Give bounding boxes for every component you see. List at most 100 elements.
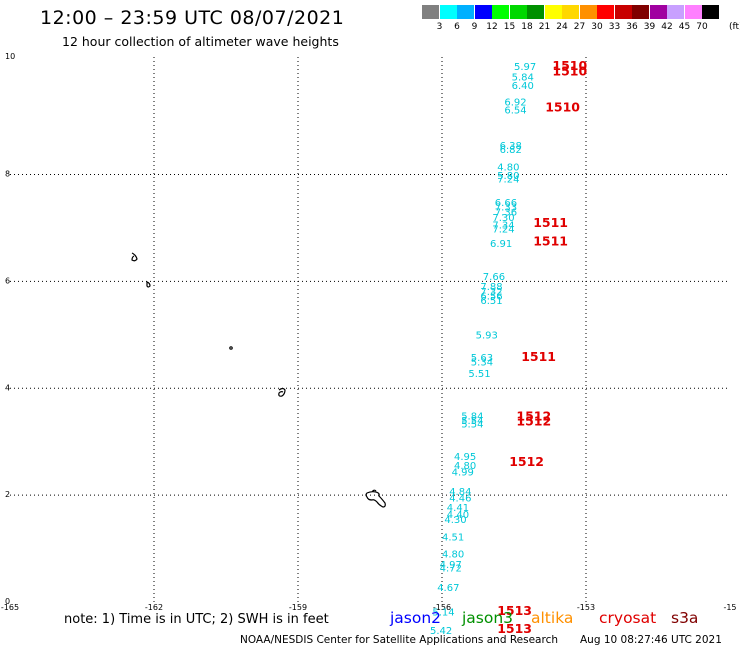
satellite-legend-altika: altika (531, 609, 574, 627)
swh-label: 4.80 (497, 162, 519, 173)
y-tick-label: 8 (5, 170, 10, 179)
track-time-label: 1510 (552, 58, 587, 73)
swh-label-group: 5.975.846.406.926.546.386.824.805.807.24… (430, 62, 536, 637)
satellite-legend-jason3: jason3 (462, 609, 514, 627)
colorbar-swatch (457, 5, 474, 19)
colorbar-swatch (579, 5, 597, 19)
swh-label: 5.54 (461, 419, 483, 430)
y-tick-label: 10 (5, 52, 15, 61)
colorbar-swatch (544, 5, 562, 19)
swh-label: 5.84 (512, 73, 534, 84)
swh-label: 4.80 (442, 550, 464, 561)
track-time-label: 1513 (497, 621, 532, 636)
map-gridlines (10, 57, 730, 602)
swh-label: 5.51 (468, 369, 490, 380)
swh-label: 7.88 (480, 282, 502, 293)
x-tick-label: -159 (289, 603, 307, 612)
swh-label: 6.40 (512, 81, 534, 92)
swh-label: 5.63 (471, 353, 493, 364)
swh-label: 4.30 (444, 515, 466, 526)
swh-label: 6.56 (480, 292, 502, 303)
swh-label: 4.97 (440, 560, 462, 571)
y-tick-label: 0 (5, 597, 10, 606)
swh-label: 6.38 (500, 141, 522, 152)
footer-timestamp: Aug 10 08:27:46 UTC 2021 (580, 634, 722, 646)
x-tick-label: -165 (1, 603, 19, 612)
swh-label: 6.54 (504, 106, 526, 117)
satellite-legend-cryosat: cryosat (599, 609, 657, 627)
colorbar-tick-label: 24 (556, 22, 568, 32)
colorbar-tick-label: 33 (608, 22, 621, 32)
island-outline (131, 252, 138, 262)
colorbar-swatch (702, 5, 719, 19)
colorbar-swatch (632, 5, 649, 19)
colorbar-swatch (492, 5, 509, 19)
track-time-label: 1510 (545, 100, 580, 115)
swh-label: 4.67 (437, 583, 459, 594)
swh-label: 7.36 (495, 208, 517, 219)
cyclone-label-group: 1510151015101511151115111512151215121513… (497, 58, 587, 636)
track-time-label: 1511 (533, 234, 568, 249)
colorbar-tick-label: 27 (573, 22, 586, 32)
track-time-label: 1513 (497, 603, 532, 618)
colorbar-tick-label: 3 (436, 22, 443, 32)
footer-credit: NOAA/NESDIS Center for Satellite Applica… (240, 634, 558, 646)
track-time-label: 1510 (552, 64, 587, 79)
island-outline (365, 489, 386, 508)
swh-label: 4.95 (454, 452, 476, 463)
swh-label: 6.82 (500, 145, 522, 156)
map-title: 12:00 – 23:59 UTC 08/07/2021 (40, 7, 345, 29)
track-time-label: 1512 (516, 408, 551, 423)
swh-label: 4.41 (447, 503, 469, 514)
colorbar-tick-label: 42 (661, 22, 673, 32)
colorbar-tick-label: 70 (696, 22, 708, 32)
colorbar-swatch (667, 5, 684, 19)
swh-label: 7.34 (492, 221, 514, 232)
swh-label: 7.66 (483, 272, 505, 283)
swh-label: 7.24 (492, 224, 514, 235)
colorbar-tick-label: 39 (643, 22, 656, 32)
colorbar-swatch (527, 5, 544, 19)
swh-label: 4.40 (447, 510, 469, 521)
colorbar-swatch (649, 5, 667, 19)
colorbar-tick-label: 6 (454, 22, 460, 32)
track-time-label: 1511 (533, 215, 568, 230)
swh-label: 6.51 (480, 296, 502, 307)
colorbar-tick-label: 36 (626, 22, 638, 32)
swh-label: 4.80 (454, 461, 476, 472)
swh-label: 7.32 (480, 287, 502, 298)
map-subtitle: 12 hour collection of altimeter wave hei… (62, 34, 339, 49)
colorbar-unit-label: (ft) (729, 22, 740, 32)
colorbar-tick-label: 9 (471, 22, 478, 32)
colorbar-swatch (422, 5, 439, 19)
swh-label: 7.30 (492, 213, 514, 224)
island-outline (146, 281, 151, 288)
colorbar-tick-label: 21 (538, 22, 551, 32)
swh-label: 5.97 (514, 62, 536, 73)
swh-label: 5.34 (471, 357, 493, 368)
swh-label: 5.54 (461, 416, 483, 427)
track-time-label: 1512 (509, 454, 544, 469)
x-tick-label: -156 (433, 603, 451, 612)
footer-note: note: 1) Time is in UTC; 2) SWH is in fe… (64, 612, 329, 627)
y-tick-label: 2 (5, 490, 10, 499)
colorbar-tick-label: 12 (486, 22, 498, 32)
island-outlines (131, 252, 386, 508)
colorbar-tick-label: 30 (591, 22, 603, 32)
swh-label: 4.99 (452, 467, 474, 478)
swh-label: 7.33 (495, 202, 517, 213)
swh-label: 6.92 (504, 98, 526, 109)
x-tick-label: -15 (723, 603, 736, 612)
colorbar-swatch (562, 5, 579, 19)
y-tick-label: 4 (5, 383, 10, 392)
colorbar-swatch (474, 5, 492, 19)
swh-label: 5.14 (432, 607, 454, 618)
island-outline (229, 346, 233, 350)
colorbar-tick-label: 45 (678, 22, 691, 32)
colorbar-swatch (439, 5, 457, 19)
colorbar-swatch (614, 5, 632, 19)
colorbar-tick-label: 15 (503, 22, 516, 32)
axis-tick-labels: -165 -162 -159 -156 -153 -15 10 8 6 4 2 0 (1, 52, 737, 612)
swh-label: 5.42 (430, 626, 452, 637)
